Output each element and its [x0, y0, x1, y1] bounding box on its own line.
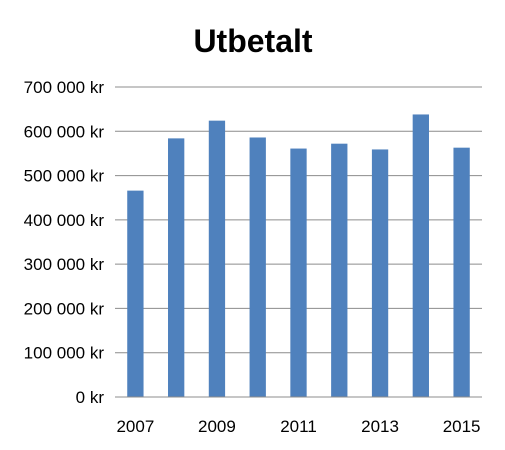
x-tick-label: 2011: [280, 417, 317, 436]
chart-title: Utbetalt: [193, 23, 312, 59]
bar-2008: [168, 138, 185, 397]
x-axis-tick-labels: 2007 2009 2011 2013 2015: [116, 417, 480, 436]
bar-2010: [249, 137, 266, 397]
y-tick-label: 600 000 kr: [24, 122, 105, 141]
y-tick-label: 300 000 kr: [24, 255, 105, 274]
bars: [127, 114, 470, 398]
bar-2013: [371, 149, 389, 397]
y-tick-label: 100 000 kr: [24, 344, 105, 363]
x-tick-label: 2013: [361, 417, 399, 436]
y-axis-tick-labels: 0 kr 100 000 kr 200 000 kr 300 000 kr 400 00…: [24, 78, 105, 407]
bar-2007: [127, 190, 144, 397]
x-tick-label: 2007: [116, 417, 154, 436]
y-tick-label: 200 000 kr: [24, 299, 105, 318]
bar-2011: [290, 148, 307, 397]
bar-2015: [453, 147, 470, 397]
y-tick-label: 500 000 kr: [24, 167, 105, 186]
bar-2014: [412, 114, 429, 397]
bar-2012: [331, 143, 348, 397]
y-tick-label: 700 000 kr: [24, 78, 105, 97]
y-tick-label: 0 kr: [76, 388, 105, 407]
y-tick-label: 400 000 kr: [24, 211, 105, 230]
x-tick-label: 2015: [443, 417, 481, 436]
x-tick-label: 2009: [198, 417, 236, 436]
bar-2009: [208, 120, 226, 398]
